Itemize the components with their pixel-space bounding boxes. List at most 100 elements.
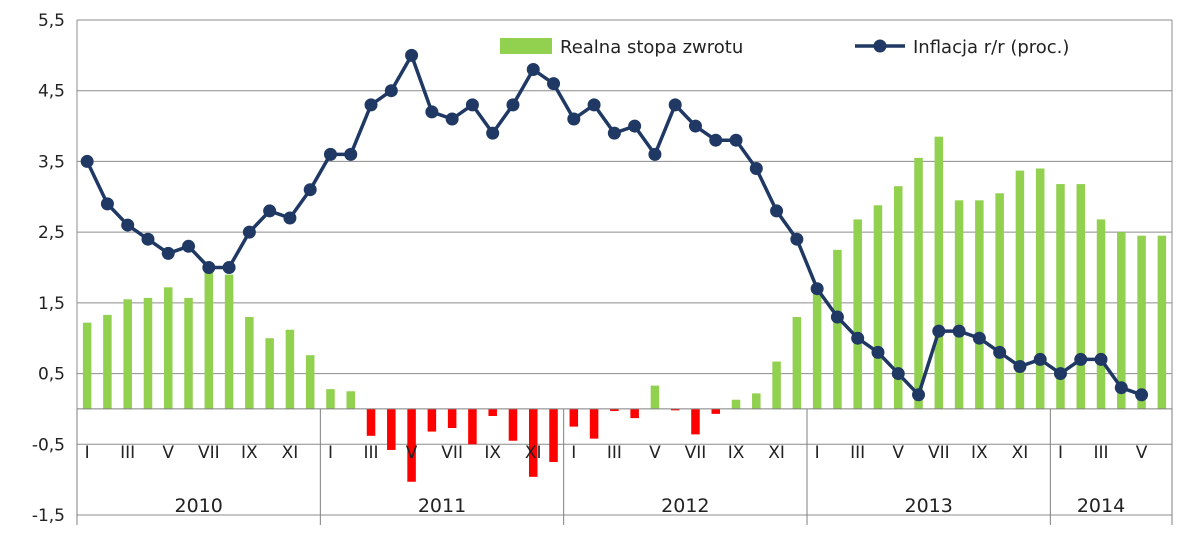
line-point bbox=[161, 246, 175, 260]
line-point bbox=[80, 154, 94, 168]
bar bbox=[995, 193, 1004, 409]
x-tick-label: III bbox=[120, 443, 135, 463]
x-tick-label: III bbox=[1094, 443, 1109, 463]
x-tick-label: IX bbox=[971, 443, 988, 463]
bar bbox=[731, 399, 741, 409]
bar bbox=[1076, 184, 1086, 409]
y-tick-label: 0,5 bbox=[38, 365, 65, 385]
y-tick-label: -0,5 bbox=[32, 435, 65, 455]
line-point bbox=[222, 261, 236, 274]
bar bbox=[914, 157, 923, 409]
line-point bbox=[891, 367, 905, 381]
bar bbox=[833, 249, 842, 409]
line-point bbox=[486, 126, 500, 140]
x-tick-label: VII bbox=[685, 443, 707, 463]
x-tick-label: V bbox=[162, 443, 174, 463]
y-tick-label: 5,5 bbox=[38, 11, 65, 31]
bar bbox=[528, 408, 538, 477]
x-tick-label: I bbox=[571, 443, 576, 463]
x-tick-label: III bbox=[364, 443, 379, 463]
legend-marker-line bbox=[873, 39, 887, 53]
bar bbox=[954, 200, 964, 409]
line-point bbox=[607, 126, 621, 140]
y-axis: 5,5 4,5 3,5 2,5 1,5 0,5 -0,5 -1,5 bbox=[32, 11, 65, 526]
x-tick-label: V bbox=[649, 443, 661, 463]
x-tick-label: XI bbox=[768, 443, 785, 463]
bar bbox=[82, 322, 92, 409]
x-tick-label: V bbox=[892, 443, 904, 463]
bar bbox=[1056, 184, 1065, 409]
legend-label-bars: Realna stopa zwrotu bbox=[560, 37, 743, 58]
bar bbox=[184, 297, 193, 409]
bar bbox=[975, 200, 984, 409]
bar bbox=[103, 314, 112, 409]
bar bbox=[447, 408, 457, 429]
line-point bbox=[1033, 352, 1047, 366]
bar bbox=[326, 389, 335, 409]
bar bbox=[224, 274, 234, 409]
year-label: 2010 bbox=[174, 495, 222, 517]
legend: Realna stopa zwrotu Inflacja r/r (proc.) bbox=[500, 37, 1069, 58]
line-point bbox=[567, 112, 581, 126]
line-point bbox=[810, 282, 824, 296]
line-point bbox=[465, 98, 479, 112]
x-tick-label: III bbox=[607, 443, 622, 463]
bar bbox=[549, 408, 558, 462]
bar bbox=[1157, 235, 1167, 409]
line-point bbox=[587, 98, 601, 112]
year-label: 2011 bbox=[418, 495, 466, 517]
line-point bbox=[242, 225, 256, 239]
line-point bbox=[688, 119, 702, 133]
line-point bbox=[263, 204, 277, 218]
y-tick-label: -1,5 bbox=[32, 506, 65, 526]
x-tick-label: I bbox=[328, 443, 333, 463]
year-label: 2014 bbox=[1077, 495, 1125, 517]
line-point bbox=[1074, 352, 1088, 366]
x-tick-label: V bbox=[406, 443, 418, 463]
y-tick-label: 3,5 bbox=[38, 152, 65, 172]
line-point bbox=[1114, 381, 1128, 395]
x-tick-label: XI bbox=[282, 443, 299, 463]
bar bbox=[1035, 168, 1045, 409]
bar bbox=[610, 408, 619, 412]
line-point bbox=[1135, 388, 1149, 402]
x-tick-label: XI bbox=[1012, 443, 1029, 463]
line-point bbox=[405, 48, 419, 62]
line-point bbox=[993, 345, 1007, 359]
line-point bbox=[445, 112, 459, 126]
bar bbox=[630, 408, 639, 419]
bar bbox=[711, 408, 721, 414]
line-point bbox=[770, 204, 784, 218]
line-point bbox=[283, 211, 297, 225]
line-point bbox=[668, 98, 682, 112]
bar bbox=[853, 219, 862, 409]
line-point bbox=[729, 133, 743, 147]
bar bbox=[508, 408, 518, 441]
bar bbox=[691, 408, 700, 435]
year-label: 2013 bbox=[904, 495, 952, 517]
bar bbox=[1117, 232, 1126, 409]
bar bbox=[670, 408, 680, 411]
line-point bbox=[141, 232, 155, 246]
x-tick-label: IX bbox=[728, 443, 745, 463]
line-point bbox=[506, 98, 520, 112]
line-point bbox=[1094, 352, 1108, 366]
line-point bbox=[851, 331, 865, 345]
line-point bbox=[425, 105, 439, 119]
bar bbox=[163, 287, 173, 409]
bar bbox=[1137, 235, 1146, 409]
year-label: 2012 bbox=[661, 495, 709, 517]
bar bbox=[772, 361, 781, 409]
line-point bbox=[830, 310, 844, 324]
x-tick-label: VII bbox=[928, 443, 950, 463]
line-point bbox=[1013, 360, 1027, 373]
line-point bbox=[1053, 367, 1067, 381]
line-point bbox=[547, 77, 561, 91]
bar bbox=[873, 205, 883, 409]
line-point bbox=[871, 345, 885, 359]
line-point bbox=[364, 98, 378, 112]
line-point bbox=[972, 331, 986, 345]
line-point bbox=[932, 324, 946, 338]
